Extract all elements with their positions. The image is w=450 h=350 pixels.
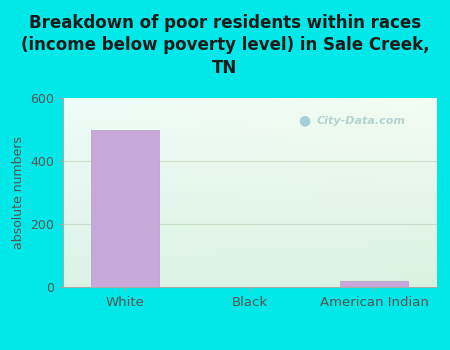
Bar [340, 281, 409, 287]
Text: City-Data.com: City-Data.com [317, 116, 406, 126]
Text: ●: ● [298, 114, 310, 128]
Text: Breakdown of poor residents within races
(income below poverty level) in Sale Cr: Breakdown of poor residents within races… [21, 14, 429, 77]
Bar [91, 130, 159, 287]
Y-axis label: absolute numbers: absolute numbers [12, 136, 25, 249]
